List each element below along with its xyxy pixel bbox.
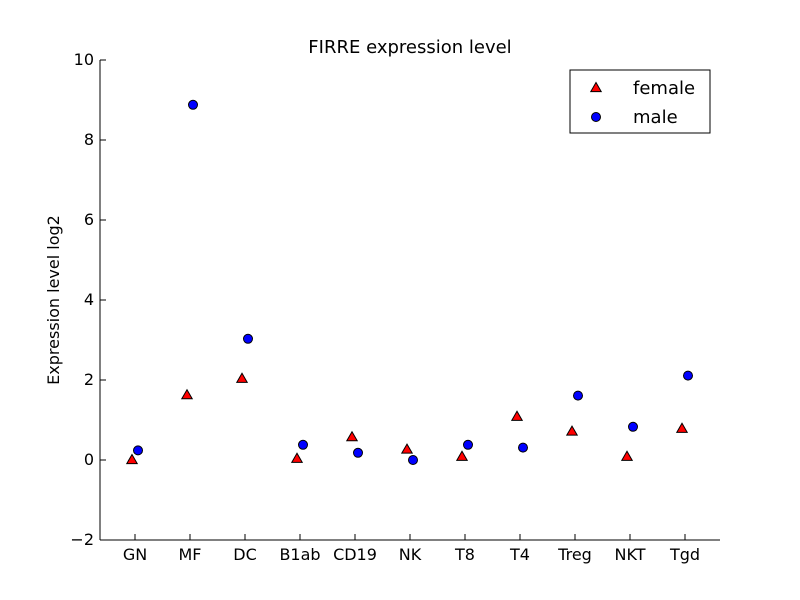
data-point-male <box>243 333 253 344</box>
data-point-female <box>455 450 469 461</box>
data-point-male <box>683 370 693 381</box>
data-point-female <box>675 422 689 433</box>
plot-area: −2 0 2 4 6 8 10 GN MF DC B1ab CD19 NK T8 T4 Treg NKT Tgd <box>70 50 720 564</box>
data-point-male <box>298 439 308 450</box>
legend-box <box>569 69 711 134</box>
y-tick-label: 4 <box>84 290 94 309</box>
data-point-male <box>518 442 528 453</box>
data-point-male <box>628 421 638 432</box>
x-tick-label: DC <box>233 545 257 564</box>
x-tick-label: Treg <box>557 545 592 564</box>
y-tick-label: 2 <box>84 370 94 389</box>
chart-title: FIRRE expression level <box>308 37 511 58</box>
data-point-male <box>408 455 418 465</box>
y-tick-label: 8 <box>84 130 94 149</box>
x-tick-label: T4 <box>509 545 530 564</box>
legend: female male <box>569 69 711 134</box>
x-tick-label: CD19 <box>333 545 377 564</box>
x-tick-label: GN <box>123 545 147 564</box>
x-tick-label: Tgd <box>669 545 700 564</box>
y-tick-label: 0 <box>84 450 94 469</box>
x-tick-label: B1ab <box>279 545 320 564</box>
data-point-male <box>573 390 583 401</box>
data-point-female <box>400 443 414 454</box>
data-point-female <box>290 452 304 463</box>
data-point-female <box>620 450 634 461</box>
data-point-female <box>345 430 359 442</box>
y-axis-label: Expression level log2 <box>44 215 63 385</box>
data-point-male <box>463 439 473 450</box>
data-point-male <box>353 447 363 458</box>
legend-marker-female <box>589 81 603 93</box>
x-tick-label: MF <box>178 545 201 564</box>
data-point-female <box>510 410 524 421</box>
data-point-female <box>180 388 194 400</box>
data-point-male <box>133 445 143 456</box>
y-tick-label: 10 <box>74 50 94 69</box>
legend-label-female: female <box>633 78 695 99</box>
data-point-female <box>565 425 579 436</box>
x-tick-label: T8 <box>454 545 475 564</box>
x-tick-label: NKT <box>615 545 646 564</box>
data-point-female <box>235 372 249 383</box>
y-tick-label: 6 <box>84 210 94 229</box>
y-tick-label: −2 <box>70 530 94 549</box>
legend-label-male: male <box>633 107 678 128</box>
data-point-male <box>188 99 198 110</box>
legend-marker-male <box>591 112 601 122</box>
data-point-female <box>125 453 139 465</box>
x-tick-label: NK <box>399 545 422 564</box>
